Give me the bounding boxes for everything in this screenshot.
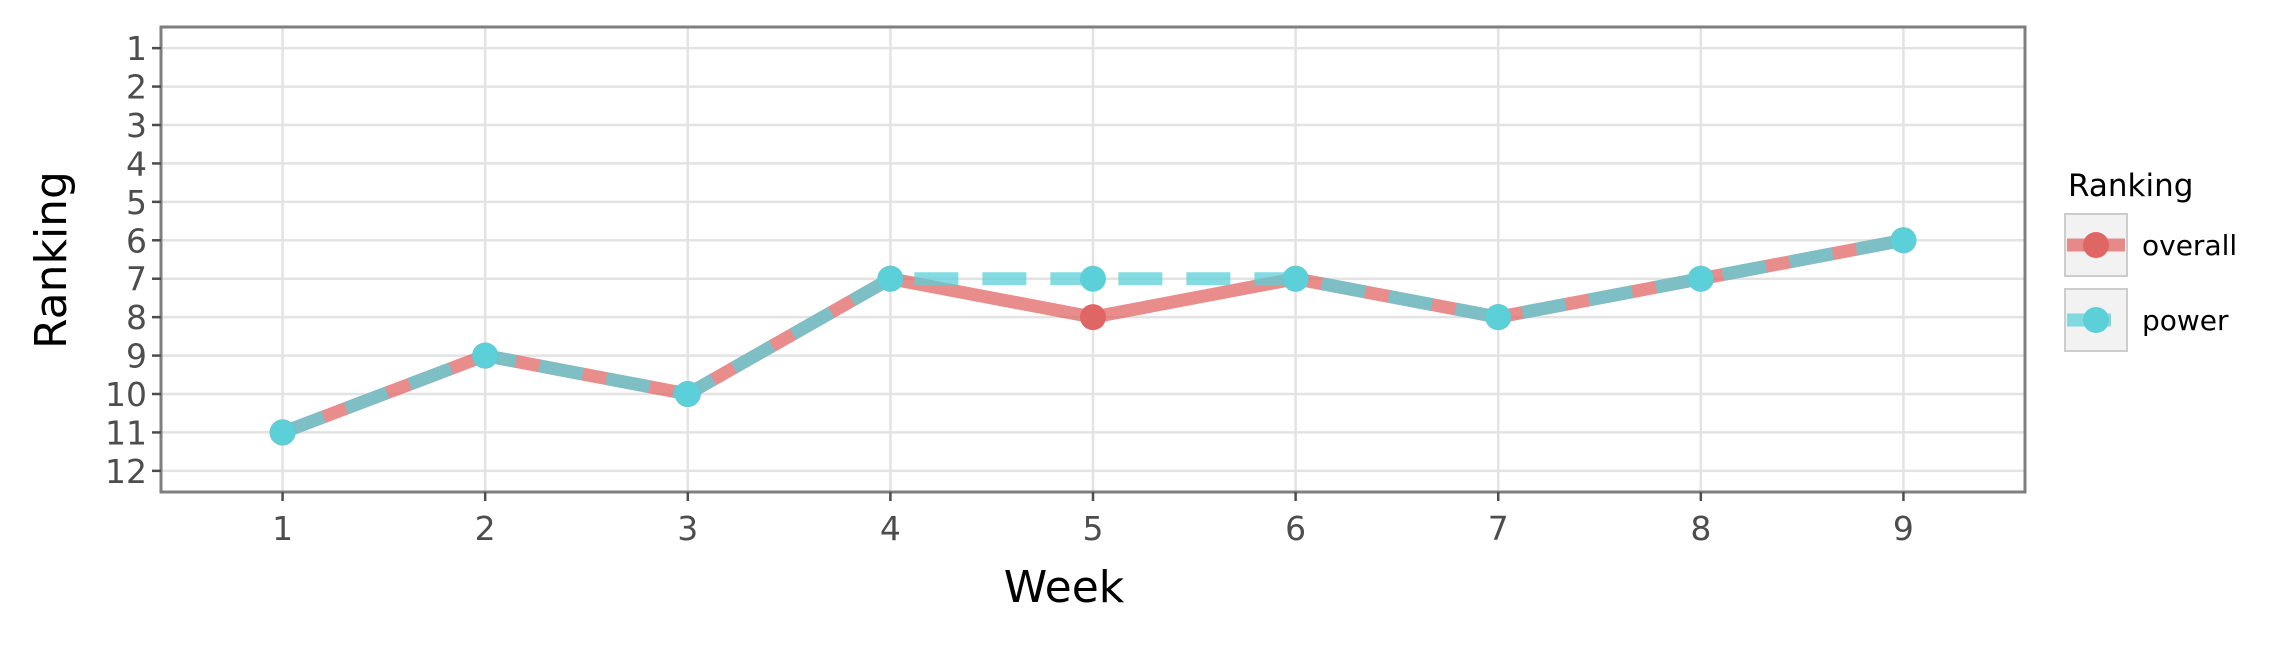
y-tick-label: 12 [105,452,147,491]
x-axis-label: Week [1004,562,1125,613]
y-tick-label: 1 [126,29,147,68]
legend-item-overall: overall [2064,213,2237,277]
legend-point-swatch [2083,232,2109,258]
y-tick-label: 2 [126,68,147,107]
x-tick-label: 9 [1893,509,1914,548]
y-tick-label: 8 [126,298,147,337]
grid-lines [161,27,2025,492]
y-tick-label: 7 [126,260,147,299]
data-point-power [1282,265,1309,292]
data-point-power [269,419,296,446]
x-tick-label: 6 [1285,509,1306,548]
legend-label: overall [2142,229,2237,262]
x-tick-label: 7 [1488,509,1509,548]
y-tick-label: 11 [105,413,147,452]
y-tick-label: 6 [126,221,147,260]
x-axis-ticks: 1 2 3 4 5 6 7 8 9 [272,492,1914,548]
x-tick-label: 1 [272,509,293,548]
x-tick-label: 5 [1083,509,1104,548]
legend-label: power [2142,304,2229,337]
data-point-power [1485,304,1512,331]
legend-item-power: power [2064,288,2229,352]
data-point-power [1080,265,1106,292]
legend: Ranking overall power [2064,168,2237,352]
legend-point-swatch [2083,307,2109,333]
x-tick-label: 3 [677,509,698,548]
x-tick-label: 8 [1690,509,1711,548]
data-point-power [1687,265,1714,292]
data-point-power [472,342,499,369]
x-tick-label: 2 [475,509,496,548]
data-point-power [877,265,904,292]
y-tick-label: 5 [126,183,147,222]
y-axis-label: Ranking [26,171,77,349]
y-tick-label: 10 [105,375,147,414]
y-tick-label: 3 [126,106,147,145]
x-tick-label: 4 [880,509,901,548]
legend-title: Ranking [2068,168,2193,204]
data-point-power [1890,227,1917,254]
data-point-power [674,381,701,408]
series-points [269,227,1917,446]
y-tick-label: 9 [126,337,147,376]
data-point-overall [1080,304,1106,331]
y-tick-label: 4 [126,144,147,183]
